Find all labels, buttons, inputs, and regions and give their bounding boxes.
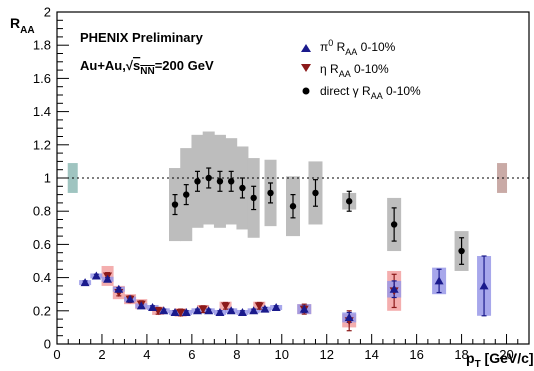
y-tick-label: 0.4 — [33, 270, 51, 285]
legend-entry-pi0: π0 RAA 0-10% — [301, 38, 396, 57]
x-tick-label: 20 — [499, 347, 513, 362]
x-tick-label: 2 — [98, 347, 105, 362]
data-point-direct-gamma — [289, 203, 297, 210]
systematic-boxes — [67, 131, 508, 328]
data-point-pi0 — [249, 306, 259, 315]
y-tick-label: 1 — [44, 171, 51, 186]
data-point-pi0 — [271, 302, 281, 311]
data-point-pi0 — [114, 284, 124, 293]
data-point-pi0 — [299, 304, 309, 313]
y-tick-label: 1.6 — [33, 71, 51, 86]
data-point-direct-gamma — [205, 174, 212, 182]
y-tick-label: 0.8 — [33, 204, 51, 219]
y-axis-label: RAA — [10, 15, 35, 36]
data-point-direct-gamma — [171, 201, 179, 208]
data-point-direct-gamma — [267, 189, 274, 197]
svg-text:direct γ RAA 0-10%: direct γ RAA 0-10% — [320, 84, 421, 101]
y-tick-label: 0 — [44, 337, 51, 352]
data-point-pi0 — [181, 307, 191, 316]
y-tick-label: 1.2 — [33, 137, 51, 152]
experiment-label: PHENIX Preliminary — [80, 30, 204, 45]
data-point-direct-gamma — [227, 178, 235, 185]
data-point-direct-gamma — [345, 198, 353, 205]
data-point-pi0 — [344, 312, 354, 321]
data-point-direct-gamma — [194, 178, 201, 185]
plot-area — [57, 131, 529, 332]
legend-marker-circle — [302, 87, 310, 95]
data-point-pi0 — [479, 281, 489, 290]
markers — [80, 174, 489, 326]
data-point-pi0 — [91, 271, 101, 280]
data-point-pi0 — [226, 306, 236, 315]
x-tick-label: 18 — [454, 347, 468, 362]
data-point-pi0 — [192, 306, 202, 315]
y-tick-label: 1.4 — [33, 104, 51, 119]
y-tick-label: 2 — [44, 5, 51, 20]
x-axis-label: pT [GeV/c] — [466, 350, 534, 370]
data-point-pi0 — [260, 304, 270, 313]
axis-ticks: 00.20.40.60.811.21.41.61.820 2 4 6 8 10 12 14 16… — [33, 5, 530, 362]
data-point-pi0 — [125, 294, 135, 303]
data-point-pi0 — [170, 307, 180, 316]
data-point-direct-gamma — [239, 184, 246, 192]
data-point-direct-gamma — [250, 194, 257, 202]
data-point-eta — [176, 308, 186, 317]
data-point-pi0 — [148, 302, 158, 311]
data-point-pi0 — [159, 306, 169, 315]
y-tick-label: 0.2 — [33, 303, 51, 318]
data-point-eta — [254, 302, 264, 311]
data-point-pi0 — [389, 284, 399, 293]
x-tick-label: 12 — [319, 347, 333, 362]
data-point-pi0 — [103, 274, 113, 283]
legend-marker-triangle-up — [301, 44, 311, 52]
system-label: Au+Au,√sNN=200 GeV — [80, 58, 214, 77]
data-point-pi0 — [204, 306, 214, 315]
x-tick-label: 4 — [143, 347, 150, 362]
x-tick-label: 8 — [233, 347, 240, 362]
y-tick-label: 0.6 — [33, 237, 51, 252]
svg-text:π0 RAA 0-10%: π0 RAA 0-10% — [320, 38, 396, 57]
legend-marker-triangle-down — [301, 64, 311, 72]
data-point-pi0 — [215, 307, 225, 316]
x-tick-label: 10 — [275, 347, 289, 362]
data-point-eta — [198, 305, 208, 314]
x-tick-label: 0 — [53, 347, 60, 362]
x-tick-label: 6 — [188, 347, 195, 362]
data-point-pi0 — [237, 307, 247, 316]
data-point-pi0 — [136, 301, 146, 310]
y-tick-label: 1.8 — [33, 38, 51, 53]
legend-entry-direct-gamma: direct γ RAA 0-10% — [302, 84, 421, 101]
data-point-pi0 — [434, 276, 444, 285]
legend-entry-eta: η RAA 0-10% — [301, 62, 389, 79]
svg-text:η RAA 0-10%: η RAA 0-10% — [320, 62, 389, 79]
data-point-direct-gamma — [458, 247, 465, 255]
x-tick-label: 16 — [409, 347, 423, 362]
x-tick-label: 14 — [364, 347, 378, 362]
data-point-direct-gamma — [390, 221, 398, 228]
legend: π0 RAA 0-10% η RAA 0-10% direct γ RAA 0-… — [301, 38, 421, 101]
svg-text:Au+Au,√sNN=200 GeV: Au+Au,√sNN=200 GeV — [80, 58, 214, 77]
data-point-direct-gamma — [312, 189, 319, 197]
data-point-pi0 — [80, 278, 90, 287]
data-point-eta — [221, 302, 231, 311]
data-point-direct-gamma — [183, 191, 190, 198]
data-point-direct-gamma — [216, 178, 224, 185]
